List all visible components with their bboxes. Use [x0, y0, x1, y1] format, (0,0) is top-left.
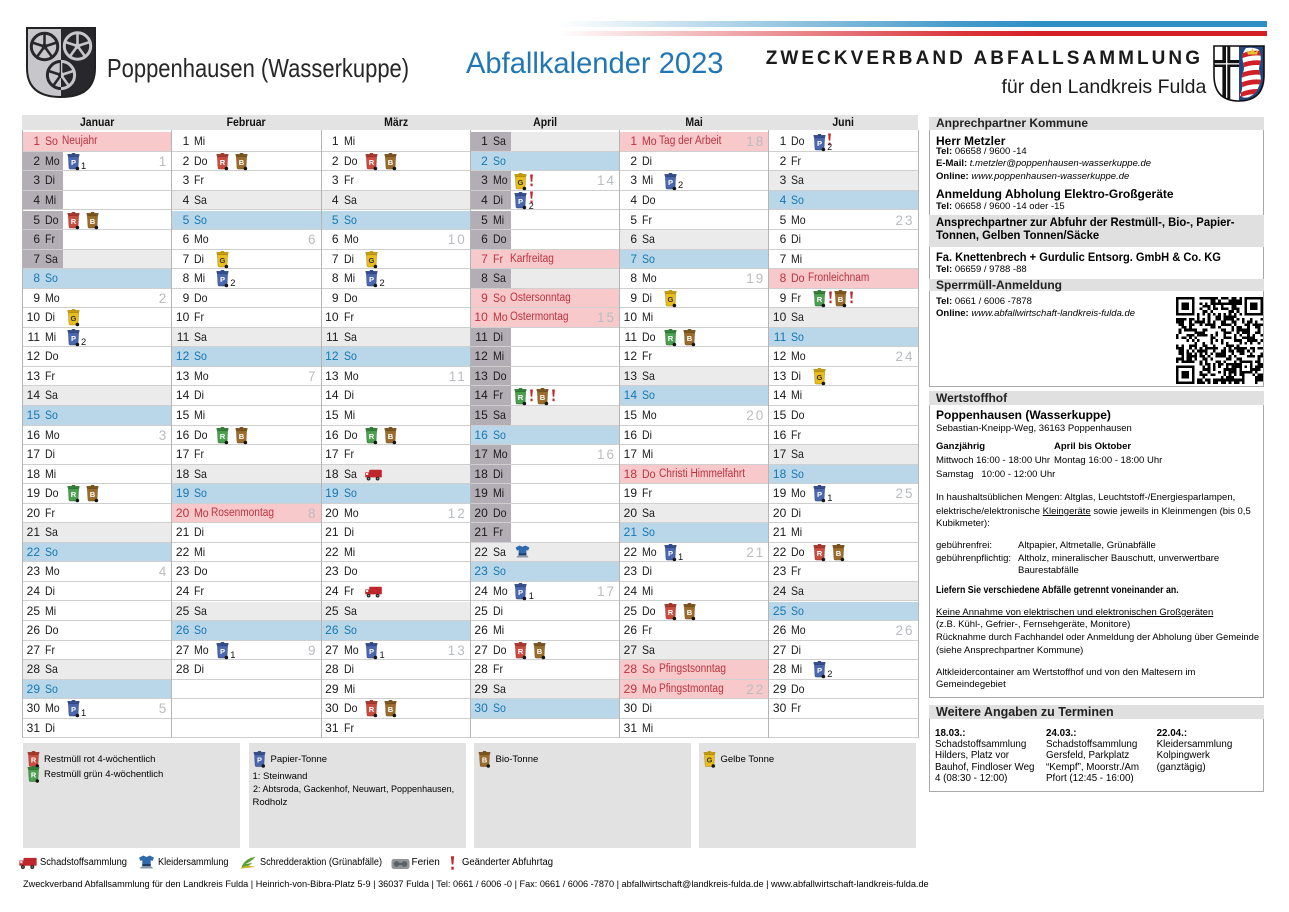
svg-text:R: R	[220, 158, 226, 167]
svg-text:G: G	[369, 256, 375, 265]
svg-text:G: G	[518, 177, 524, 186]
svg-text:R: R	[817, 549, 823, 558]
svg-text:R: R	[369, 705, 375, 714]
svg-text:B: B	[838, 295, 844, 304]
svg-text:P: P	[220, 275, 225, 284]
svg-text:B: B	[537, 647, 543, 656]
svg-text:R: R	[518, 392, 524, 401]
svg-text:P: P	[220, 647, 225, 656]
svg-text:B: B	[686, 334, 692, 343]
svg-text:R: R	[31, 755, 37, 764]
svg-text:P: P	[70, 705, 75, 714]
svg-text:B: B	[540, 392, 546, 401]
svg-text:P: P	[369, 275, 374, 284]
svg-text:B: B	[388, 705, 394, 714]
svg-text:G: G	[667, 295, 673, 304]
svg-text:R: R	[667, 607, 673, 616]
svg-text:R: R	[817, 295, 823, 304]
svg-text:P: P	[817, 138, 822, 147]
svg-text:P: P	[817, 666, 822, 675]
svg-text:P: P	[518, 197, 523, 206]
svg-text:P: P	[257, 755, 262, 764]
svg-text:B: B	[239, 432, 245, 441]
svg-text:B: B	[388, 432, 394, 441]
svg-text:P: P	[369, 647, 374, 656]
svg-text:P: P	[667, 549, 672, 558]
svg-text:G: G	[706, 755, 712, 764]
svg-text:B: B	[481, 755, 486, 764]
svg-text:R: R	[667, 334, 673, 343]
svg-text:G: G	[816, 373, 822, 382]
svg-text:R: R	[31, 770, 37, 779]
svg-text:R: R	[220, 432, 226, 441]
svg-text:P: P	[817, 490, 822, 499]
svg-text:G: G	[219, 256, 225, 265]
svg-text:B: B	[388, 158, 394, 167]
svg-text:R: R	[70, 490, 76, 499]
svg-text:P: P	[667, 177, 672, 186]
svg-text:B: B	[239, 158, 245, 167]
svg-text:P: P	[70, 158, 75, 167]
svg-text:B: B	[89, 490, 95, 499]
svg-text:P: P	[518, 588, 523, 597]
svg-text:B: B	[89, 216, 95, 225]
svg-text:P: P	[70, 334, 75, 343]
svg-text:B: B	[686, 607, 692, 616]
svg-text:R: R	[70, 216, 76, 225]
svg-text:R: R	[518, 647, 524, 656]
svg-text:R: R	[369, 432, 375, 441]
svg-text:G: G	[70, 314, 76, 323]
svg-text:R: R	[369, 158, 375, 167]
svg-text:B: B	[836, 549, 842, 558]
